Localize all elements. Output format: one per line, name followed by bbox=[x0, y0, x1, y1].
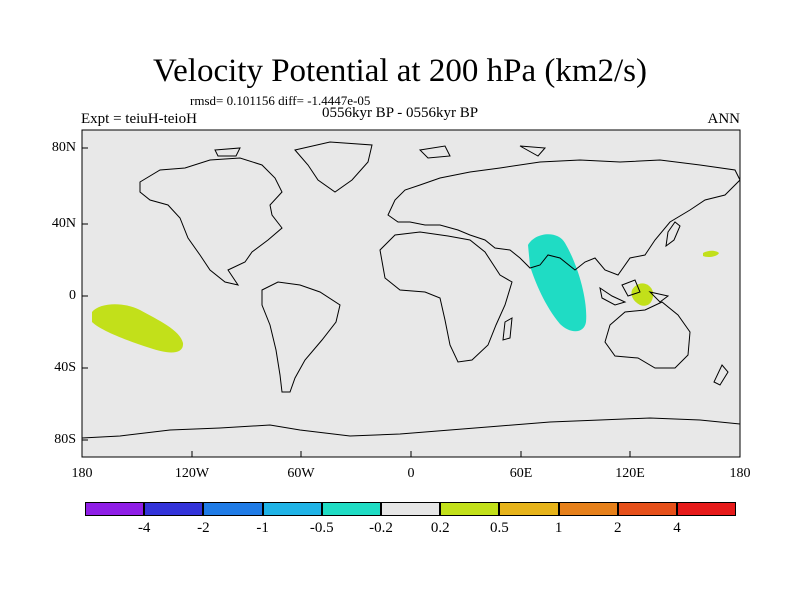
colorbar-label: 4 bbox=[673, 520, 681, 536]
lat-tick-label: 0 bbox=[69, 288, 76, 303]
season-label: ANN bbox=[707, 111, 741, 127]
colorbar-segment bbox=[203, 502, 263, 516]
west-pacific-positive-region bbox=[703, 250, 719, 257]
lon-tick-label: 0 bbox=[407, 466, 415, 481]
lon-tick-label: 120W bbox=[174, 466, 210, 481]
experiment-label: Expt = teiuH-teioH bbox=[81, 111, 197, 127]
lat-tick-label: 40N bbox=[51, 216, 76, 231]
colorbar-label: -0.2 bbox=[369, 520, 393, 536]
coast-north-america bbox=[139, 157, 283, 286]
maritime-continent-positive-region bbox=[631, 283, 654, 306]
coast-greenland bbox=[294, 141, 373, 193]
coast-madagascar bbox=[502, 317, 513, 341]
period-label: 0556kyr BP - 0556kyr BP bbox=[321, 105, 479, 121]
colorbar-segment bbox=[262, 502, 322, 516]
coast-australia bbox=[604, 301, 691, 369]
lon-tick-label: 60W bbox=[287, 466, 315, 481]
colorbar-label: -4 bbox=[137, 520, 151, 536]
colorbar-segment bbox=[617, 502, 677, 516]
colorbar-segment bbox=[677, 502, 737, 516]
colorbar-label: -1 bbox=[256, 520, 269, 536]
colorbar-segment bbox=[144, 502, 204, 516]
colorbar-label: 2 bbox=[614, 520, 622, 536]
central-pacific-positive-region bbox=[92, 304, 184, 353]
colorbar-label: -2 bbox=[197, 520, 210, 536]
colorbar-segment bbox=[499, 502, 559, 516]
lon-tick-label: 60E bbox=[509, 466, 533, 481]
coast-eurasia bbox=[387, 159, 740, 276]
coast-arctic-islands bbox=[214, 145, 547, 159]
rmsd-stats: rmsd= 0.101156 diff= -1.4447e-05 bbox=[190, 93, 371, 108]
lat-tick-label: 40S bbox=[54, 360, 76, 375]
colorbar bbox=[85, 502, 737, 516]
colorbar-label: 0.2 bbox=[430, 520, 450, 536]
colorbar-segment bbox=[321, 502, 381, 516]
lat-tick-label: 80S bbox=[54, 432, 76, 447]
colorbar-segment bbox=[85, 502, 145, 516]
colorbar-segment bbox=[381, 502, 441, 516]
lon-tick-label: 120E bbox=[615, 466, 645, 481]
colorbar-segment bbox=[440, 502, 500, 516]
coast-new-zealand bbox=[713, 364, 729, 386]
colorbar-segment bbox=[558, 502, 618, 516]
colorbar-label: -0.5 bbox=[309, 520, 334, 536]
coast-south-america bbox=[261, 281, 341, 393]
colorbar-label: 0.5 bbox=[490, 520, 509, 536]
colorbar-label: 1 bbox=[554, 520, 563, 536]
map-background bbox=[82, 130, 740, 457]
chart-title: Velocity Potential at 200 hPa (km2/s) bbox=[152, 53, 648, 89]
coast-maritime-continent bbox=[599, 279, 670, 306]
coast-africa bbox=[379, 231, 513, 363]
indian-ocean-negative-region bbox=[528, 234, 587, 332]
coast-antarctica bbox=[82, 417, 740, 439]
lon-tick-label: 180 bbox=[71, 466, 93, 481]
coastlines bbox=[82, 141, 740, 439]
coast-japan bbox=[665, 221, 681, 248]
lat-tick-label: 80N bbox=[51, 140, 76, 155]
lon-tick-label: 180 bbox=[729, 466, 751, 481]
